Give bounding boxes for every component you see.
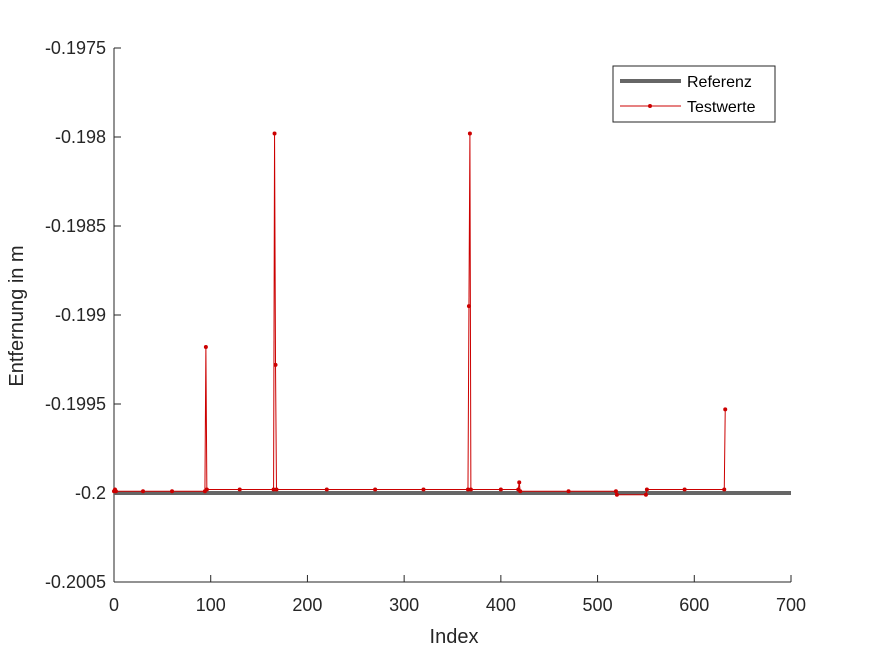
data-point-testwerte [271, 487, 276, 492]
y-tick-label: -0.1975 [45, 38, 106, 58]
legend: Referenz Testwerte [612, 65, 776, 123]
x-tick-label: 700 [776, 595, 806, 615]
legend-label-testwerte: Testwerte [687, 99, 756, 116]
y-tick-label: -0.1985 [45, 216, 106, 236]
data-point-testwerte [465, 487, 470, 492]
data-point-testwerte [518, 489, 523, 494]
x-tick-label: 600 [679, 595, 709, 615]
data-point-testwerte [517, 480, 522, 485]
data-point-testwerte [498, 487, 503, 492]
x-tick-label: 200 [292, 595, 322, 615]
data-point-testwerte [237, 487, 242, 492]
x-tick-label: 500 [583, 595, 613, 615]
data-point-testwerte [643, 492, 648, 497]
data-point-testwerte [468, 487, 473, 492]
data-point-testwerte [324, 487, 329, 492]
data-point-testwerte [272, 131, 277, 136]
x-tick-label: 100 [196, 595, 226, 615]
data-point-testwerte [273, 362, 278, 367]
data-point-testwerte [203, 345, 208, 350]
data-point-testwerte [723, 407, 728, 412]
data-point-testwerte [170, 489, 175, 494]
data-point-testwerte [466, 304, 471, 309]
x-tick-label: 300 [389, 595, 419, 615]
y-tick-label: -0.1995 [45, 394, 106, 414]
data-point-testwerte [274, 487, 279, 492]
data-point-testwerte [644, 487, 649, 492]
data-point-testwerte [566, 489, 571, 494]
data-point-testwerte [614, 492, 619, 497]
y-tick-label: -0.2 [75, 483, 106, 503]
x-tick-label: 0 [109, 595, 119, 615]
x-axis-label: Index [430, 626, 479, 648]
data-point-testwerte [613, 489, 618, 494]
axes: 0 100 200 300 400 500 600 700 -0.1975 -0.198 -0.19… [45, 38, 806, 615]
data-point-testwerte [141, 489, 146, 494]
data-point-testwerte [682, 487, 687, 492]
x-tick-label: 400 [486, 595, 516, 615]
data-point-testwerte [421, 487, 426, 492]
data-point-testwerte [722, 487, 727, 492]
data-point-testwerte [113, 489, 118, 494]
y-axis-label: Entfernung in m [6, 245, 28, 386]
y-tick-label: -0.199 [55, 305, 106, 325]
data-point-testwerte [467, 131, 472, 136]
data-point-testwerte [373, 487, 378, 492]
legend-marker-testwerte [648, 104, 652, 108]
y-tick-label: -0.2005 [45, 572, 106, 592]
series-layer [112, 131, 791, 497]
data-point-testwerte [204, 487, 209, 492]
y-tick-label: -0.198 [55, 127, 106, 147]
legend-box [612, 65, 776, 123]
legend-label-referenz: Referenz [687, 74, 752, 91]
